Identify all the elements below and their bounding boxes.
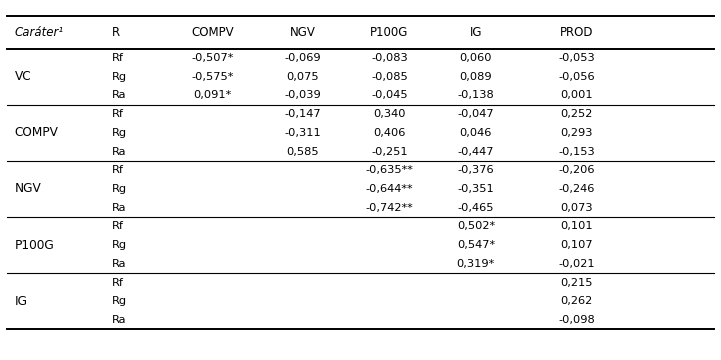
Text: -0,045: -0,045 [371,90,407,100]
Text: -0,085: -0,085 [371,72,407,82]
Text: -0,047: -0,047 [458,109,494,119]
Text: Ra: Ra [112,90,126,100]
Text: 0,075: 0,075 [286,72,319,82]
Text: -0,056: -0,056 [559,72,595,82]
Text: Rf: Rf [112,221,124,231]
Text: -0,039: -0,039 [285,90,321,100]
Text: NGV: NGV [14,183,41,195]
Text: -0,069: -0,069 [285,53,321,63]
Text: NGV: NGV [290,26,316,39]
Text: -0,083: -0,083 [371,53,407,63]
Text: IG: IG [469,26,482,39]
Text: Rg: Rg [112,240,127,250]
Text: -0,021: -0,021 [559,259,595,269]
Text: 0,215: 0,215 [560,278,593,288]
Text: Ra: Ra [112,315,126,325]
Text: 0,073: 0,073 [560,203,593,213]
Text: 0,262: 0,262 [561,296,593,306]
Text: -0,742**: -0,742** [366,203,413,213]
Text: COMPV: COMPV [14,126,58,139]
Text: -0,635**: -0,635** [366,165,413,175]
Text: P100G: P100G [370,26,409,39]
Text: Ra: Ra [112,147,126,157]
Text: Rg: Rg [112,184,127,194]
Text: Rf: Rf [112,278,124,288]
Text: -0,376: -0,376 [458,165,494,175]
Text: Caráter¹: Caráter¹ [14,26,63,39]
Text: 0,293: 0,293 [560,128,593,138]
Text: -0,138: -0,138 [458,90,494,100]
Text: Ra: Ra [112,259,126,269]
Text: 0,089: 0,089 [459,72,492,82]
Text: -0,644**: -0,644** [366,184,413,194]
Text: 0,101: 0,101 [560,221,593,231]
Text: -0,153: -0,153 [559,147,595,157]
Text: Rf: Rf [112,53,124,63]
Text: -0,098: -0,098 [559,315,595,325]
Text: Rg: Rg [112,128,127,138]
Text: Rf: Rf [112,165,124,175]
Text: Ra: Ra [112,203,126,213]
Text: Rg: Rg [112,72,127,82]
Text: -0,147: -0,147 [285,109,321,119]
Text: -0,575*: -0,575* [192,72,234,82]
Text: -0,447: -0,447 [458,147,494,157]
Text: R: R [112,26,120,39]
Text: 0,107: 0,107 [560,240,593,250]
Text: PROD: PROD [560,26,593,39]
Text: -0,206: -0,206 [559,165,595,175]
Text: -0,251: -0,251 [371,147,407,157]
Text: -0,351: -0,351 [458,184,494,194]
Text: Rg: Rg [112,296,127,306]
Text: 0,060: 0,060 [459,53,492,63]
Text: 0,340: 0,340 [373,109,406,119]
Text: VC: VC [14,70,31,83]
Text: 0,406: 0,406 [373,128,405,138]
Text: 0,502*: 0,502* [457,221,495,231]
Text: -0,246: -0,246 [559,184,595,194]
Text: -0,053: -0,053 [559,53,595,63]
Text: 0,319*: 0,319* [456,259,495,269]
Text: P100G: P100G [14,239,54,252]
Text: IG: IG [14,295,27,308]
Text: 0,046: 0,046 [460,128,492,138]
Text: 0,585: 0,585 [286,147,319,157]
Text: -0,311: -0,311 [285,128,321,138]
Text: COMPV: COMPV [191,26,234,39]
Text: 0,091*: 0,091* [193,90,232,100]
Text: 0,252: 0,252 [561,109,593,119]
Text: Rf: Rf [112,109,124,119]
Text: -0,507*: -0,507* [192,53,234,63]
Text: -0,465: -0,465 [458,203,494,213]
Text: 0,547*: 0,547* [457,240,495,250]
Text: 0,001: 0,001 [560,90,593,100]
